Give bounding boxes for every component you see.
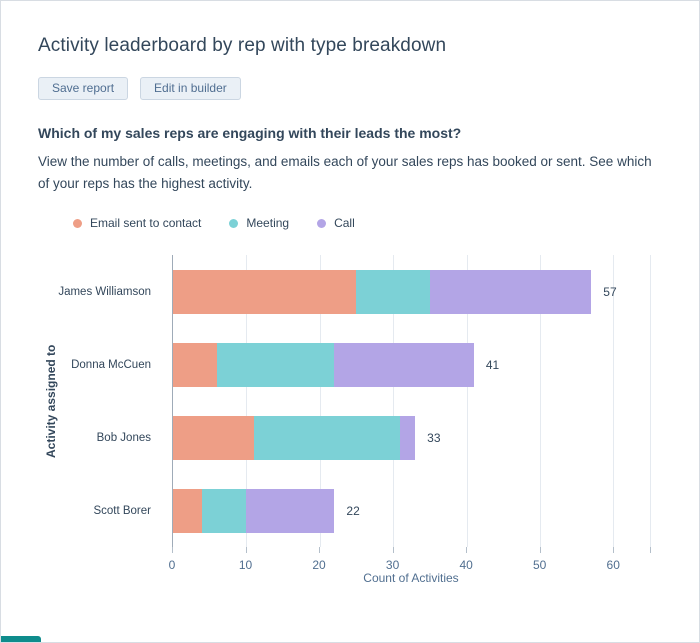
x-tick-label: 60 [606, 558, 620, 572]
legend-swatch-icon [73, 218, 82, 228]
bar-total-label: 33 [427, 430, 441, 445]
bar-segment-call[interactable] [334, 342, 474, 387]
bar-segment-call[interactable] [400, 415, 416, 460]
x-tick-mark [392, 547, 394, 553]
plot-area: 57 41 33 22 [172, 255, 651, 547]
bar-row-bob-jones: 33 [173, 415, 650, 460]
save-report-button[interactable]: Save report [38, 77, 129, 100]
legend-item-meeting[interactable]: Meeting [229, 216, 289, 230]
legend-item-call[interactable]: Call [317, 216, 355, 230]
toolbar: Save report Edit in builder [38, 77, 662, 100]
category-label: James Williamson [58, 285, 151, 298]
chart-legend: Email sent to contact Meeting Call [73, 215, 662, 231]
bar-segment-email-sent-to-contact[interactable] [173, 342, 218, 387]
x-tick-mark [172, 547, 173, 553]
gridline [466, 255, 468, 547]
legend-label: Meeting [246, 216, 290, 230]
x-axis-title: Count of Activities [363, 571, 459, 585]
x-tick-mark [245, 547, 247, 553]
bar-segment-meeting[interactable] [253, 415, 401, 460]
x-axis: 0 10 20 30 40 50 60 [168, 547, 651, 581]
gridline [613, 255, 615, 547]
bar-segment-email-sent-to-contact[interactable] [173, 488, 203, 533]
partial-teal-element [1, 636, 41, 642]
bar-segment-email-sent-to-contact[interactable] [173, 269, 357, 314]
legend-swatch-icon [317, 218, 327, 228]
x-tick-label: 30 [385, 558, 400, 572]
bar-row-donna-mccuen: 41 [173, 342, 650, 387]
x-tick-mark [319, 547, 321, 553]
gridline [246, 255, 248, 547]
x-tick-label: 50 [533, 558, 547, 572]
x-tick-label: 40 [459, 558, 473, 572]
x-tick-label: 10 [238, 558, 253, 572]
bar-segment-email-sent-to-contact[interactable] [173, 415, 254, 460]
bar-total-label: 57 [603, 284, 617, 299]
category-labels: James Williamson Donna McCuen Bob Jones Sco… [38, 255, 162, 547]
x-tick-mark [650, 547, 651, 553]
bar-segment-call[interactable] [429, 269, 592, 314]
bar-row-scott-borer: 22 [173, 488, 650, 533]
x-tick-mark [539, 547, 541, 553]
legend-label: Call [334, 216, 355, 230]
x-tick-label: 0 [168, 558, 176, 572]
bar-segment-meeting[interactable] [356, 269, 430, 314]
x-tick-mark [613, 547, 615, 553]
page-title: Activity leaderboard by rep with type br… [38, 35, 447, 56]
legend-label: Email sent to contact [90, 216, 202, 230]
question-heading: Which of my sales reps are engaging with… [38, 125, 462, 141]
bar-total-label: 41 [485, 357, 500, 372]
gridline [319, 255, 321, 547]
gridline [650, 255, 651, 547]
x-tick-mark [466, 547, 468, 553]
edit-in-builder-button[interactable]: Edit in builder [140, 77, 241, 100]
category-label: Scott Borer [93, 504, 151, 517]
bar-row-james-williamson: 57 [173, 269, 650, 314]
bar-segment-meeting[interactable] [217, 342, 335, 387]
bar-segment-meeting[interactable] [202, 488, 247, 533]
category-label: Donna McCuen [71, 358, 151, 371]
x-tick-label: 20 [312, 558, 326, 572]
gridline [539, 255, 541, 547]
description-text: View the number of calls, meetings, and … [38, 154, 652, 191]
legend-swatch-icon [229, 218, 239, 228]
stacked-bar-chart: Activity assigned to James Williamson Don… [38, 255, 662, 600]
category-label: Bob Jones [96, 431, 151, 444]
bar-segment-call[interactable] [246, 488, 335, 533]
legend-item-email-sent-to-contact[interactable]: Email sent to contact [73, 216, 201, 230]
bar-total-label: 22 [346, 503, 360, 518]
gridline [393, 255, 395, 547]
